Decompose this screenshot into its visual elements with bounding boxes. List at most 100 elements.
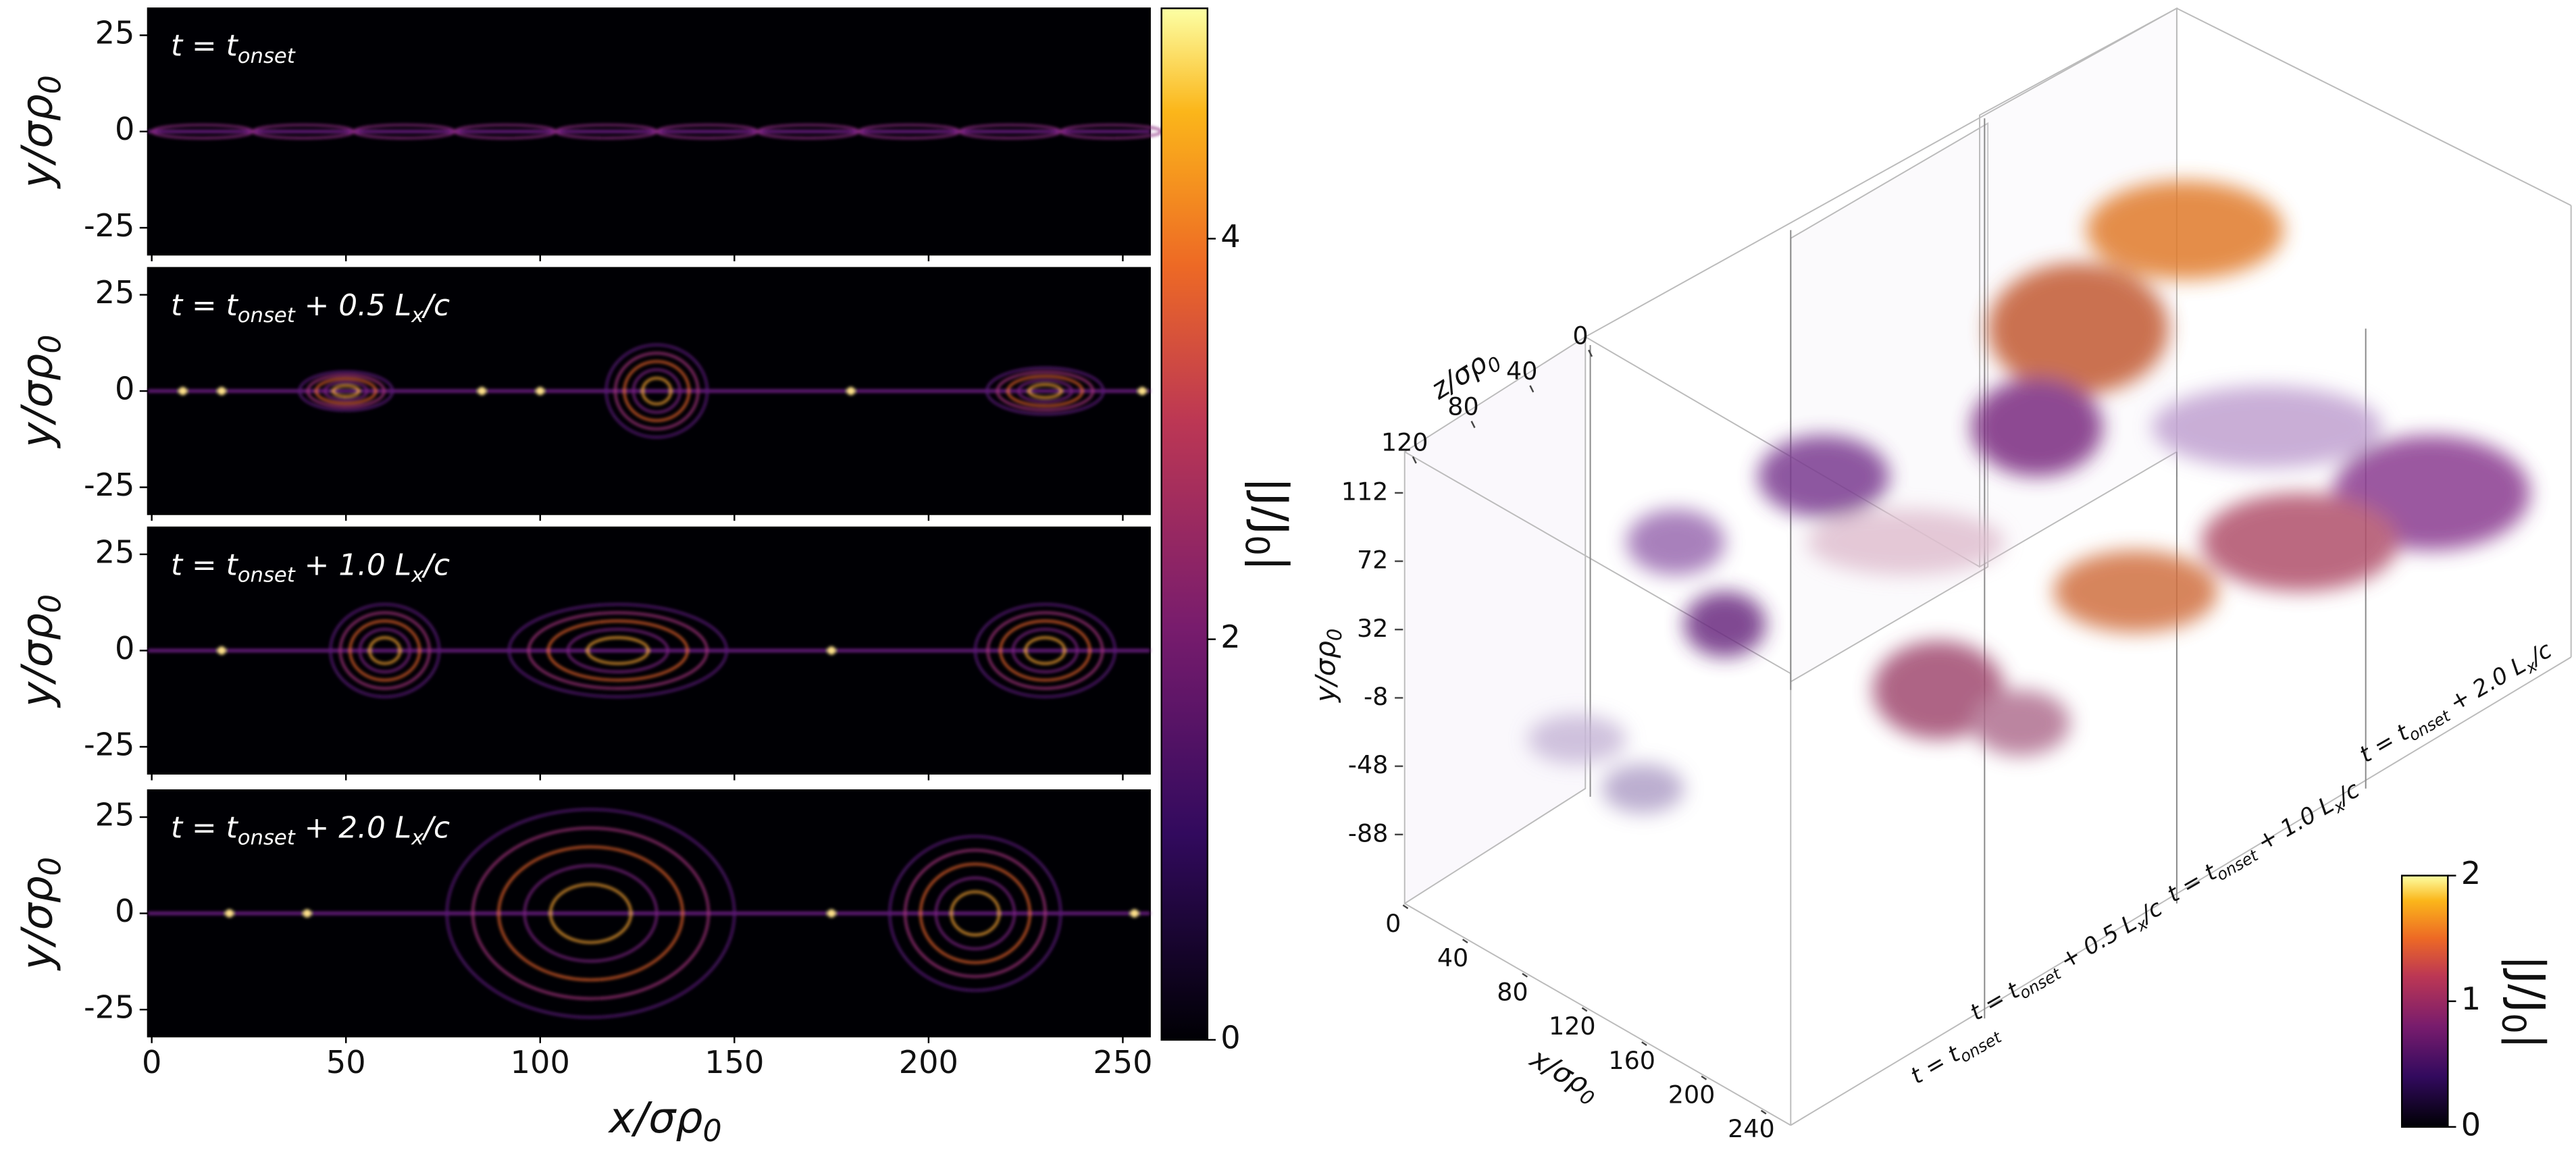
y-axis-label: y/σρ0 (11, 75, 68, 189)
plasmoid-core (827, 909, 836, 918)
subscript: 0 (2494, 1013, 2531, 1033)
x-tick (1522, 972, 1528, 978)
subscript: 0 (33, 857, 68, 876)
y-tick-label: 32 (1357, 614, 1388, 643)
current-blob (1971, 689, 2070, 756)
label-part: |J/J (1244, 477, 1297, 535)
label-part: + 2.0 L (295, 811, 411, 845)
slice-label: t = tonset + 1.0 Lx/c (2163, 776, 2366, 910)
x-axis-label: x/σρ0 (1522, 1041, 1605, 1111)
colorbar-label: |J/J0| (1237, 477, 1297, 571)
label-part: y/σρ (11, 94, 61, 189)
y-tick-label: -25 (84, 989, 134, 1026)
z-tick (1470, 421, 1476, 428)
x-tick-label: 50 (326, 1044, 366, 1080)
z-tick (1412, 456, 1417, 464)
y-tick-label: 25 (95, 797, 135, 833)
plasmoid-ring (586, 636, 650, 665)
x-tick-label: 0 (1385, 909, 1401, 938)
z-tick-label: 40 (1506, 357, 1537, 386)
x-tick-label: 240 (1728, 1114, 1775, 1143)
plasmoid-ring (1027, 383, 1063, 399)
x-tick (1641, 1041, 1647, 1046)
subscript: 0 (33, 594, 68, 613)
x-tick-label: 200 (1668, 1080, 1716, 1109)
current-blob (2152, 386, 2382, 469)
y-tick-label: -25 (84, 467, 134, 503)
label-part: /c (421, 548, 450, 582)
subscript: onset (1957, 1027, 2006, 1066)
panel-label: t = tonset + 1.0 Lx/c (171, 548, 450, 587)
plasmoid-ring (315, 377, 377, 404)
volume-render (1528, 180, 2530, 814)
y-tick-label: 72 (1357, 546, 1388, 575)
label-part: y/σρ (11, 613, 61, 708)
label-part: t = t (171, 288, 239, 323)
plasmoid-ring (999, 620, 1091, 681)
current-structures (147, 603, 1150, 698)
y-tick-label: 0 (115, 111, 134, 147)
current-blob (1988, 263, 2169, 394)
current-blob (2053, 550, 2218, 633)
slice-label: t = tonset + 0.5 Lx/c (1965, 894, 2169, 1028)
plasmoid-ring (339, 611, 431, 690)
plasmoid-core (1138, 386, 1147, 396)
plasmoid-core (478, 386, 486, 396)
label-part: t = t (171, 29, 239, 63)
x-tick-label: 100 (511, 1044, 570, 1080)
colorbar (1160, 7, 1209, 1041)
label-part: t = t (171, 548, 239, 582)
label-part: y/σρ (11, 876, 61, 971)
colorbar-tick-label: 4 (1220, 218, 1240, 255)
label-part: t = t (2355, 718, 2415, 768)
x-tick-label: 160 (1608, 1046, 1655, 1075)
plasmoid-ring (307, 374, 386, 409)
current-structures (147, 808, 1150, 1019)
x-tick-label: 0 (142, 1044, 161, 1080)
x-tick (1701, 1075, 1707, 1080)
plasmoid-ring (527, 611, 709, 690)
current-blob (1757, 435, 1890, 518)
label-part: | (2501, 1034, 2554, 1049)
panel-label: t = tonset (171, 29, 296, 68)
plasmoid-ring (497, 845, 684, 981)
subscript: 0 (33, 75, 68, 94)
label-part: + 0.5 L (2049, 909, 2141, 978)
z-tick-label: 0 (1572, 321, 1588, 350)
label-part: /c (421, 288, 450, 323)
volume-box (1403, 7, 2572, 1126)
label-part: x/σρ (608, 1093, 703, 1143)
plasmoid-ring (919, 863, 1031, 964)
plasmoid-core (178, 386, 187, 396)
subscript: 0 (1237, 535, 1274, 555)
plasmoid-ring (359, 628, 411, 673)
plasmoid-ring (446, 808, 736, 1019)
plasmoid-ring (329, 603, 440, 698)
plasmoid-core (827, 646, 836, 655)
plasmoid-ring (1024, 636, 1066, 665)
x-tick (1760, 1109, 1767, 1115)
plasmoid-core (303, 909, 311, 918)
plasmoid-ring (508, 603, 728, 698)
panel-label: t = tonset + 2.0 Lx/c (171, 811, 450, 850)
subscript: onset (238, 304, 296, 328)
current-blob (1807, 509, 2005, 575)
plasmoid-core (225, 909, 234, 918)
x-tick-label: 120 (1549, 1012, 1596, 1041)
plasmoid-ring (974, 603, 1116, 698)
plasmoid-ring (935, 877, 1016, 950)
plasmoid-core (536, 386, 544, 396)
label-part: t = t (1906, 1040, 1965, 1090)
current-blob (1528, 714, 1627, 764)
slice-label: t = tonset + 2.0 Lx/c (2355, 636, 2558, 770)
y-tick-label: 25 (95, 15, 135, 51)
label-part: + 1.0 L (295, 548, 411, 582)
plasmoid-ring (888, 835, 1062, 992)
plasmoid-ring (1012, 628, 1079, 673)
plasmoid-core (1130, 909, 1139, 918)
plasmoid-ring (950, 891, 1000, 937)
x-tick-label: 150 (704, 1044, 764, 1080)
colorbar-tick-label: 2 (1220, 619, 1240, 655)
